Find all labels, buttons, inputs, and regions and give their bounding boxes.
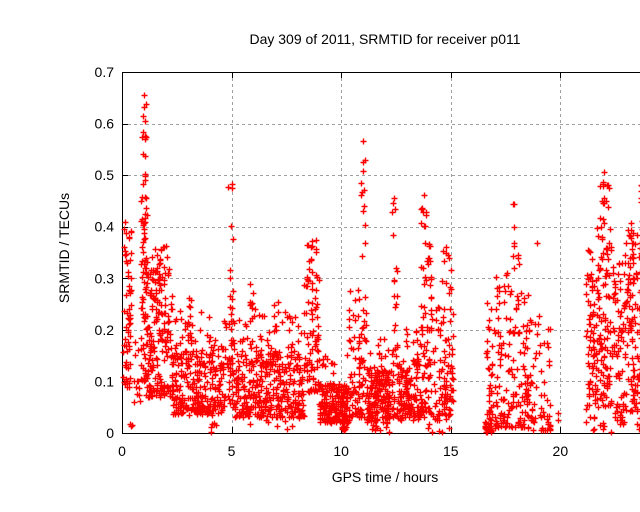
y-tick-label: 0.4	[95, 219, 115, 235]
x-tick-label: 5	[228, 443, 236, 459]
y-tick-label: 0.6	[95, 116, 115, 132]
y-tick-label: 0.3	[95, 270, 115, 286]
chart-title: Day 309 of 2011, SRMTID for receiver p01…	[249, 31, 520, 47]
y-tick-label: 0.1	[95, 373, 115, 389]
scatter-plus-markers	[121, 93, 640, 436]
x-tick-label: 10	[333, 443, 349, 459]
y-tick-label: 0	[106, 425, 114, 441]
y-axis-label: SRMTID / TECUs	[56, 193, 72, 303]
x-tick-label: 0	[118, 443, 126, 459]
y-tick-label: 0.2	[95, 322, 115, 338]
data-points	[121, 93, 640, 436]
plot-canvas: Day 309 of 2011, SRMTID for receiver p01…	[40, 16, 640, 496]
x-axis-label: GPS time / hours	[332, 469, 439, 485]
tick-labels: 0 5 10 15 20 0 0.1 0.2 0.3 0.4 0.5 0.6 0.7	[95, 64, 569, 459]
y-tick-label: 0.7	[95, 64, 115, 80]
x-tick-label: 15	[443, 443, 459, 459]
x-tick-label: 20	[553, 443, 569, 459]
y-tick-label: 0.5	[95, 167, 115, 183]
srmtid-scatter-chart: Day 309 of 2011, SRMTID for receiver p01…	[40, 16, 640, 496]
